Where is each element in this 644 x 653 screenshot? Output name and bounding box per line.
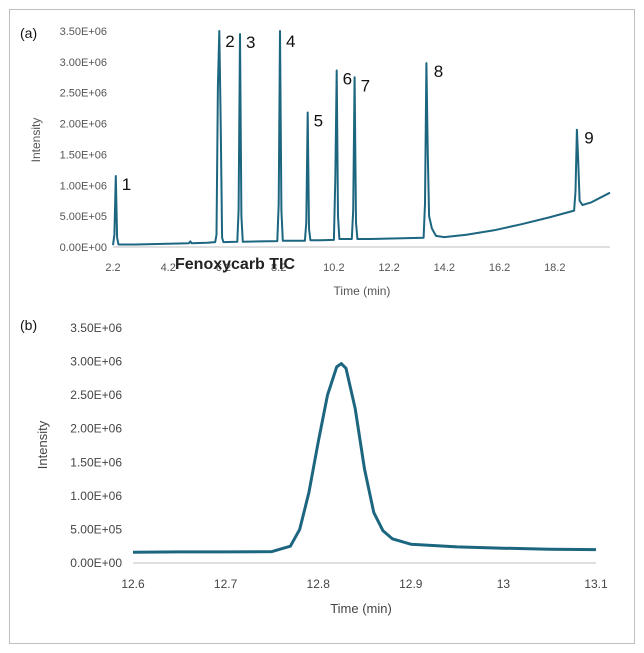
- panel-a-y-tick-label: 1.00E+06: [60, 180, 107, 192]
- panel-b-label: (b): [20, 317, 37, 333]
- panel-b-x-tick-label: 12.8: [307, 577, 331, 591]
- panel-b-y-tick-label: 3.00E+06: [70, 355, 122, 369]
- panel-a-x-ticks: 2.2 4.2 6.2 8.2 10.2 12.2 14.2 16.2 18.2: [105, 262, 565, 274]
- panel-b-y-tick-label: 2.50E+06: [70, 388, 122, 402]
- peak-label-3: 3: [246, 33, 255, 52]
- peak-label-5: 5: [314, 111, 323, 130]
- panel-a-y-ticks: 0.00E+00 5.00E+05 1.00E+06 1.50E+06 2.00E+06…: [60, 26, 107, 254]
- panel-a-x-tick-label: 4.2: [161, 262, 176, 274]
- panel-b-y-axis-label: Intensity: [35, 420, 50, 469]
- panel-b-y-tick-label: 0.00E+00: [70, 556, 122, 570]
- panel-b-y-tick-label: 2.00E+06: [70, 422, 122, 436]
- panel-a-x-tick-label: 12.2: [378, 262, 399, 274]
- panel-a-chart: (a) 0.00E+00 5.00E+05 1.00E+06 1.50E+06 2.00…: [20, 25, 611, 298]
- peak-label-1: 1: [122, 175, 131, 194]
- panel-a-x-axis-label: Time (min): [334, 284, 391, 298]
- panel-b-x-tick-label: 13: [497, 577, 511, 591]
- panel-b-x-ticks: 12.6 12.7 12.8 12.9 13 13.1: [121, 577, 608, 591]
- panel-a-x-tick-label: 6.2: [216, 262, 231, 274]
- panel-a-x-tick-label: 8.2: [271, 262, 286, 274]
- panel-b-y-ticks: 0.00E+00 5.00E+05 1.00E+06 1.50E+06 2.00E+06…: [70, 321, 122, 570]
- panel-a-y-tick-label: 2.50E+06: [60, 88, 107, 100]
- panel-a-y-tick-label: 1.50E+06: [60, 149, 107, 161]
- panel-a-x-tick-label: 16.2: [489, 262, 510, 274]
- panel-a-y-tick-label: 0.00E+00: [60, 242, 107, 254]
- panel-a-annotation: Fenoxycarb TIC: [175, 256, 295, 273]
- panel-a-peak-labels: 12 3 456 789: [122, 32, 594, 194]
- panel-b-x-tick-label: 12.9: [399, 577, 423, 591]
- panel-a-y-axis-label: Intensity: [29, 118, 43, 163]
- peak-label-2: 2: [225, 32, 234, 51]
- panel-a-x-tick-label: 18.2: [544, 262, 565, 274]
- peak-label-8: 8: [434, 62, 443, 81]
- figure-frame: [9, 9, 635, 644]
- panel-b-x-tick-label: 12.7: [214, 577, 238, 591]
- panel-b-chart: (b) 0.00E+00 5.00E+05 1.00E+06 1.50E+06 2.00…: [20, 317, 608, 616]
- panel-b-y-tick-label: 5.00E+05: [70, 522, 122, 536]
- peak-label-6: 6: [343, 69, 352, 88]
- panel-a-x-tick-label: 2.2: [105, 262, 120, 274]
- peak-label-4: 4: [286, 32, 295, 51]
- peak-label-9: 9: [584, 129, 593, 148]
- panel-a-y-tick-label: 2.00E+06: [60, 119, 107, 131]
- panel-b-y-tick-label: 1.00E+06: [70, 489, 122, 503]
- panel-b-x-axis-label: Time (min): [330, 601, 392, 616]
- panel-b-x-tick-label: 12.6: [121, 577, 145, 591]
- panel-a-label: (a): [20, 25, 37, 41]
- panel-a-x-tick-label: 14.2: [434, 262, 455, 274]
- panel-b-y-tick-label: 3.50E+06: [70, 321, 122, 335]
- panel-b-x-tick-label: 13.1: [584, 577, 608, 591]
- panel-b-y-tick-label: 1.50E+06: [70, 455, 122, 469]
- panel-a-y-tick-label: 3.50E+06: [60, 26, 107, 38]
- panel-a-series-line: [112, 30, 611, 246]
- panel-a-x-tick-label: 10.2: [323, 262, 344, 274]
- peak-label-7: 7: [361, 76, 370, 95]
- panel-a-y-tick-label: 3.00E+06: [60, 57, 107, 69]
- panel-b-series-line: [132, 362, 597, 554]
- panel-a-y-tick-label: 5.00E+05: [60, 211, 107, 223]
